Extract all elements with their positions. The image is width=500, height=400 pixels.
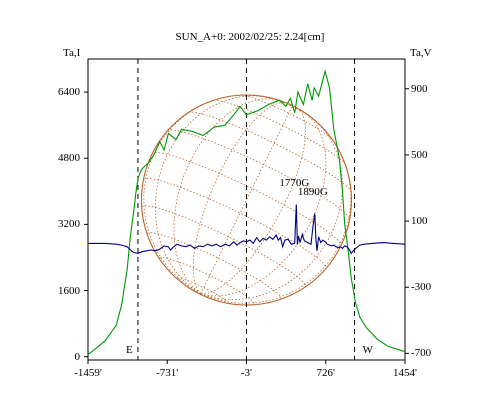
meridian-line <box>200 118 343 301</box>
east-limb-label: E <box>125 344 133 356</box>
y-left-tick-label: 0 <box>74 350 81 363</box>
y-left-tick-label: 1600 <box>58 284 80 297</box>
parallel-line <box>177 277 228 303</box>
y-right-tick-label: -700 <box>411 347 432 360</box>
left-axis-label: Ta,I <box>63 47 81 59</box>
intensity-series-line <box>87 69 406 356</box>
y-left-tick-label: 6400 <box>58 86 80 99</box>
x-tick-label: -731' <box>156 367 179 379</box>
parallel-line <box>159 257 255 305</box>
y-right-tick-label: -300 <box>411 281 432 294</box>
parallel-line <box>147 232 282 299</box>
meridian-line <box>200 149 352 304</box>
west-limb-label: W <box>362 344 373 356</box>
y-left-tick-label: 3200 <box>58 218 80 231</box>
annotation-1890g: 1890G <box>297 185 328 198</box>
parallel-line <box>188 111 352 192</box>
meridian-line <box>200 107 307 295</box>
meridian-line <box>200 112 327 297</box>
right-axis-label: Ta,V <box>410 47 432 59</box>
chart-title: SUN_A+0: 2002/02/25: 2.24[cm] <box>175 31 325 43</box>
parallel-line <box>241 94 333 140</box>
y-left-tick-label: 4800 <box>58 152 80 165</box>
meridian-line <box>143 96 230 295</box>
y-right-tick-label: 900 <box>411 82 428 95</box>
parallel-line <box>167 129 350 220</box>
parallel-line <box>213 99 346 165</box>
solar-disk <box>140 94 352 306</box>
parallel-line <box>141 205 306 287</box>
y-right-tick-label: 100 <box>411 215 428 228</box>
x-tick-label: 1454' <box>393 367 417 379</box>
polarization-series-line <box>88 204 406 255</box>
y-right-tick-label: 500 <box>411 148 428 161</box>
x-tick-label: 726' <box>316 367 335 379</box>
meridian-line <box>200 105 293 294</box>
meridian-line <box>193 102 288 294</box>
parallel-line <box>143 178 327 269</box>
meridian-line <box>173 98 280 295</box>
x-tick-label: -3' <box>240 367 253 379</box>
x-tick-label: -1459' <box>74 367 102 379</box>
annotation-1770g: 1770G <box>279 176 310 189</box>
